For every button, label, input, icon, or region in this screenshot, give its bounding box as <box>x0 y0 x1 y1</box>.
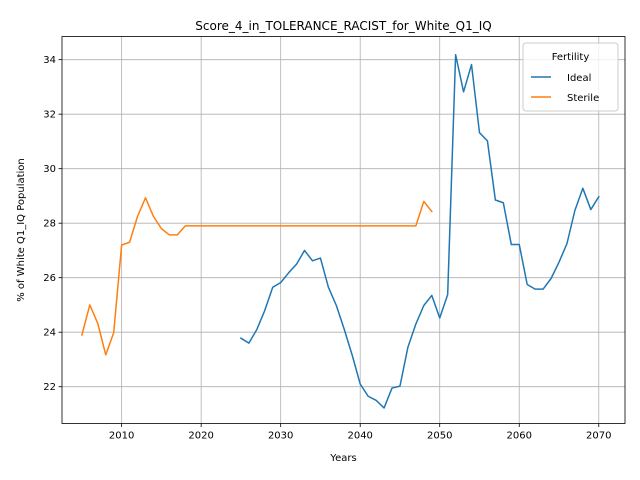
y-tick-label: 28 <box>43 219 56 230</box>
x-tick-label: 2060 <box>507 431 532 442</box>
x-tick-label: 2040 <box>347 431 372 442</box>
x-tick-label: 2050 <box>427 431 452 442</box>
legend-label-sterile: Sterile <box>567 93 599 104</box>
y-tick-label: 22 <box>43 382 56 393</box>
y-tick-label: 26 <box>43 273 56 284</box>
y-tick-label: 32 <box>43 110 56 121</box>
y-tick-label: 30 <box>43 164 56 175</box>
y-tick-label: 34 <box>43 55 56 66</box>
x-axis-label: Years <box>329 453 356 464</box>
chart-title: Score_4_in_TOLERANCE_RACIST_for_White_Q1… <box>195 19 491 33</box>
ticks: 2010 2020 2030 2040 2050 2060 2070 22 24 26 28 30 32… <box>43 55 611 441</box>
y-axis-label: % of White Q1_IQ Population <box>16 158 27 302</box>
legend-title: Fertility <box>552 52 590 63</box>
series-line-sterile <box>80 197 433 356</box>
series-line-ideal <box>239 54 600 409</box>
x-tick-label: 2030 <box>268 431 293 442</box>
x-tick-label: 2010 <box>109 431 134 442</box>
y-tick-label: 24 <box>43 328 56 339</box>
legend: Fertility Ideal Sterile <box>522 42 619 112</box>
grid <box>62 36 625 424</box>
legend-box <box>522 42 619 112</box>
plot-frame <box>61 36 626 424</box>
legend-label-ideal: Ideal <box>567 73 591 84</box>
series-layer <box>80 54 600 409</box>
x-tick-label: 2070 <box>586 431 611 442</box>
x-tick-label: 2020 <box>188 431 213 442</box>
